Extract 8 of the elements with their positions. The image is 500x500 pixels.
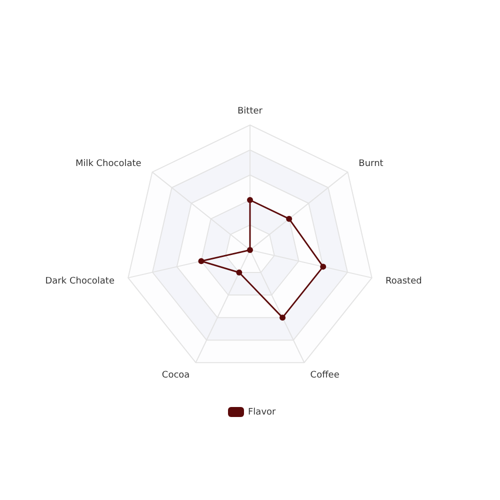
spoke-label: Cocoa [162, 370, 190, 381]
spoke-label: Burnt [358, 158, 384, 169]
spoke-label: Milk Chocolate [75, 158, 142, 169]
spoke-label: Coffee [310, 370, 340, 381]
spoke-label: Dark Chocolate [45, 276, 115, 286]
spoke-label: Roasted [386, 276, 422, 286]
spoke-label: Bitter [238, 106, 263, 116]
legend-label: Flavor [248, 407, 276, 418]
